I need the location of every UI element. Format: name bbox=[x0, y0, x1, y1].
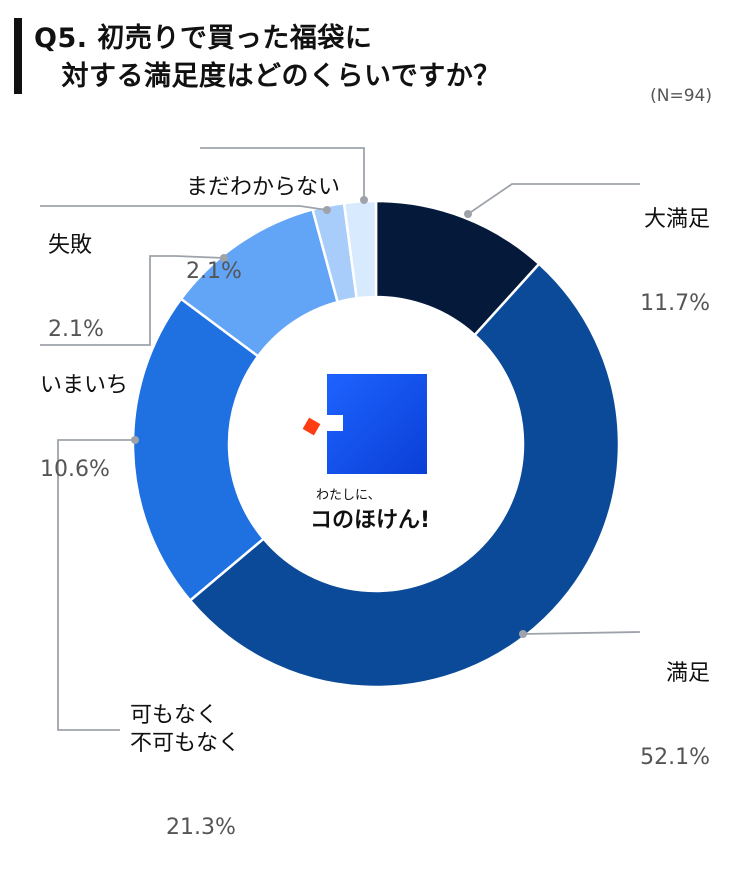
donut-chart bbox=[40, 147, 641, 731]
brand-tagline: わたしに、 bbox=[316, 488, 381, 503]
slice-label-value: 21.3% bbox=[166, 815, 236, 840]
leader-dot bbox=[220, 254, 228, 262]
slice-label-value: 10.6% bbox=[40, 457, 110, 482]
leader-line bbox=[522, 631, 641, 635]
slice-label-name: 大満足 bbox=[643, 207, 710, 232]
donut-slice bbox=[342, 199, 378, 300]
donut-slice bbox=[131, 297, 266, 603]
leader-line bbox=[467, 183, 640, 215]
leader-dot bbox=[131, 436, 139, 444]
leader-line bbox=[40, 205, 328, 211]
leader-dot bbox=[360, 196, 368, 204]
leader-line bbox=[57, 439, 135, 731]
label-madawakaranai: まだわからない 2.1% bbox=[186, 118, 340, 314]
logo-notch bbox=[323, 415, 343, 431]
slice-label-name: 満足 bbox=[665, 661, 710, 686]
leader-dot bbox=[519, 630, 527, 638]
brand-name: コのほけん! bbox=[310, 508, 431, 533]
slice-label-name: 失敗 bbox=[48, 233, 93, 258]
leader-dot bbox=[323, 206, 331, 214]
chart-title: Q5. 初売りで買った福袋に 対する満足度はどのくらいですか？ bbox=[34, 23, 501, 92]
brand-logo: わたしに、 コのほけん! bbox=[300, 372, 440, 533]
slice-label-value: 11.7% bbox=[640, 291, 710, 316]
slice-label-value: 2.1% bbox=[48, 317, 104, 342]
leader-line bbox=[40, 255, 225, 346]
leader-dot bbox=[464, 210, 472, 218]
label-manzoku: 満足 52.1% bbox=[560, 604, 710, 800]
label-imaichi: いまいち 10.6% bbox=[40, 316, 128, 512]
logo-diamond-icon bbox=[302, 417, 321, 436]
sample-size: (N=94) bbox=[650, 86, 712, 106]
slice-label-value: 52.1% bbox=[640, 745, 710, 770]
label-shippai: 失敗 2.1% bbox=[48, 176, 104, 372]
label-kamonaku: 可もなく 不可もなく 21.3% bbox=[130, 646, 240, 870]
logo-square-icon bbox=[327, 374, 427, 474]
slice-label-name: まだわからない bbox=[186, 175, 341, 200]
slice-label-name: いまいち bbox=[40, 373, 129, 398]
label-daimanzoku: 大満足 11.7% bbox=[560, 150, 710, 346]
title-accent-bar bbox=[14, 18, 22, 94]
slice-label-value: 2.1% bbox=[186, 259, 242, 284]
leader-line bbox=[200, 147, 365, 200]
donut-slice bbox=[188, 262, 621, 689]
